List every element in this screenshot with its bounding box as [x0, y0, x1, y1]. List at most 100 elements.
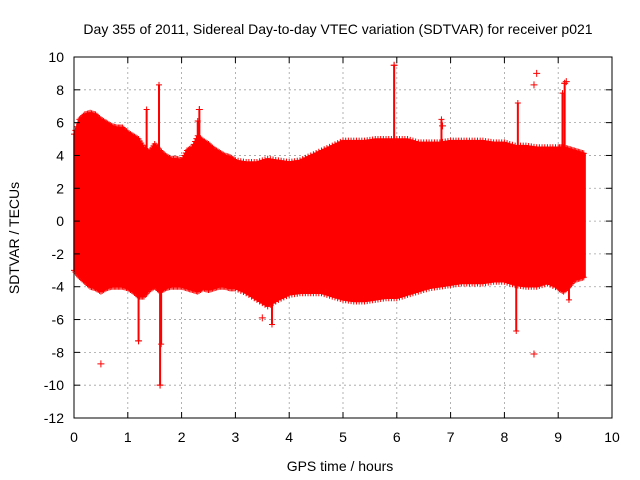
data-point [506, 280, 513, 287]
data-point [134, 292, 141, 299]
data-point [506, 140, 513, 147]
data-point [97, 360, 105, 368]
data-point [194, 117, 201, 124]
data-point [318, 290, 325, 297]
data-point [107, 122, 114, 129]
y-tick-label: -2 [52, 246, 65, 262]
data-point [438, 116, 445, 123]
y-tick-label: 6 [56, 115, 64, 131]
data-point [401, 292, 408, 299]
data-point [190, 141, 197, 148]
data-point [135, 337, 143, 345]
data-point [409, 137, 416, 144]
data-point [407, 136, 414, 143]
data-point [268, 321, 275, 328]
data-point [396, 294, 403, 301]
data-point [323, 291, 330, 298]
data-point [134, 135, 141, 142]
data-point [189, 144, 196, 151]
x-tick-label: 8 [501, 429, 509, 445]
data-point [256, 158, 263, 165]
data-point [235, 286, 242, 293]
data-point [313, 149, 320, 156]
data-point [258, 314, 266, 322]
axis-ticks: 0 1 2 3 4 5 6 7 8 9 10 -12 -10 -8 -6 -4 -2 0 2 4 6 8 10 [44, 49, 620, 445]
data-point [541, 281, 548, 288]
data-point [404, 136, 411, 143]
data-point [514, 99, 521, 106]
data-point [504, 279, 511, 286]
data-point [231, 156, 238, 163]
y-tick-label: 8 [56, 82, 64, 98]
x-tick-label: 2 [178, 429, 186, 445]
x-tick-label: 0 [70, 429, 78, 445]
data-point [393, 295, 400, 302]
data-point [192, 138, 199, 145]
data-point [334, 140, 341, 147]
data-point [143, 106, 150, 113]
data-point [253, 159, 260, 166]
data-point [326, 143, 333, 150]
data-point [261, 156, 268, 163]
chart-title: Day 355 of 2011, Sidereal Day-to-day VTE… [83, 21, 592, 37]
data-point [539, 282, 546, 289]
data-point [533, 69, 541, 77]
data-point [536, 282, 543, 289]
data-point [299, 156, 306, 163]
data-point [329, 293, 336, 300]
data-point [565, 296, 572, 303]
data-point [326, 292, 333, 299]
data-point [188, 145, 195, 152]
data-point [547, 281, 554, 288]
x-tick-label: 6 [393, 429, 401, 445]
data-point [409, 290, 416, 297]
x-tick-label: 7 [447, 429, 455, 445]
data-point [302, 154, 309, 161]
data-point [296, 157, 303, 164]
y-tick-label: -10 [44, 377, 64, 393]
data-point [111, 177, 118, 184]
data-point [161, 286, 168, 293]
data-point [552, 284, 559, 291]
data-point [549, 282, 556, 289]
data-point [310, 151, 317, 158]
y-tick-label: -4 [52, 279, 65, 295]
data-point [240, 289, 247, 296]
data-point [72, 127, 79, 134]
data-point [415, 288, 422, 295]
data-point [73, 123, 80, 130]
data-point [158, 341, 165, 348]
data-point [315, 148, 322, 155]
data-point [334, 295, 341, 302]
x-tick-label: 3 [232, 429, 240, 445]
data-point [533, 283, 540, 290]
data-point [329, 142, 336, 149]
data-point [418, 287, 425, 294]
data-point [504, 140, 511, 147]
data-point [321, 146, 328, 153]
data-point [439, 122, 447, 130]
data-point [195, 106, 203, 114]
data-point [420, 287, 427, 294]
data-point [412, 289, 419, 296]
data-point [580, 274, 587, 281]
y-tick-label: 2 [56, 180, 64, 196]
data-point [337, 138, 344, 145]
data-point [509, 141, 516, 148]
data-point [509, 281, 516, 288]
y-tick-label: 0 [56, 213, 64, 229]
data-point [307, 152, 314, 159]
data-point [259, 157, 266, 164]
data-point [530, 81, 538, 89]
data-point [544, 280, 551, 287]
data-point [156, 381, 164, 389]
x-tick-label: 4 [285, 429, 293, 445]
data-point [321, 291, 328, 298]
data-point [278, 295, 285, 302]
data-point [232, 285, 239, 292]
data-point [390, 61, 398, 69]
data-point [412, 138, 419, 145]
data-point [323, 145, 330, 152]
data-point [399, 293, 406, 300]
